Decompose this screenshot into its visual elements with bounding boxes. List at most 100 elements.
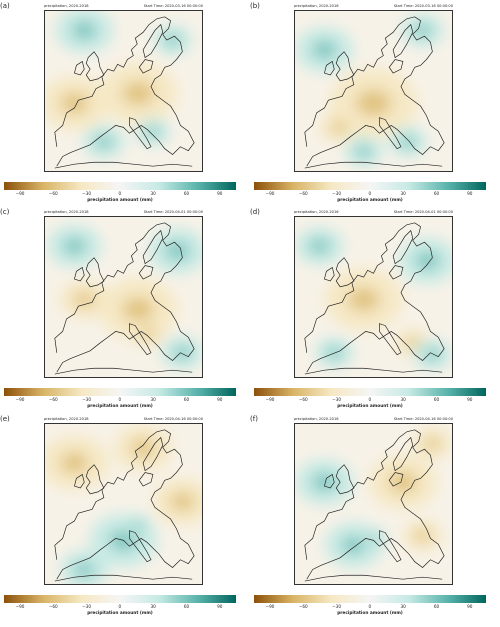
- dry-anomaly-core: [60, 452, 89, 473]
- wet-anomaly-core: [95, 135, 113, 149]
- colorbar-tick-label: 90: [467, 191, 473, 196]
- italy-outline: [129, 323, 152, 356]
- colorbar: [4, 595, 236, 603]
- colorbar-tick-label: 90: [217, 191, 223, 196]
- colorbar-tick-label: 90: [467, 397, 473, 402]
- map-panel: (b) precipitation, 2020-2016 Start Time: 2…: [250, 2, 490, 207]
- scandinavia-outline: [142, 229, 164, 265]
- wet-anomaly-core: [132, 521, 145, 531]
- precipitation-map: [44, 216, 203, 378]
- colorbar-tick-label: 60: [183, 604, 190, 609]
- colorbar-tick-label: −60: [298, 604, 308, 609]
- dry-anomaly-core: [122, 297, 154, 321]
- colorbar: [4, 388, 236, 396]
- dry-anomaly-core: [131, 439, 155, 457]
- wet-anomaly-core: [72, 21, 97, 40]
- panel-variable-title: precipitation, 2020-2018: [44, 210, 89, 214]
- colorbar-tick-label: −90: [265, 604, 275, 609]
- colorbar-tick-label: −30: [332, 604, 342, 609]
- wet-anomaly-core: [145, 126, 161, 138]
- colorbar-tick-label: 60: [183, 397, 190, 402]
- dry-anomaly-core: [331, 121, 348, 134]
- dry-anomaly-core: [405, 337, 420, 349]
- colorbar-tick-label: −30: [332, 191, 342, 196]
- map-panel: (d) precipitation, 2020-2016 Start Time: 2…: [250, 208, 490, 413]
- ireland-outline: [324, 473, 335, 489]
- coastline: [304, 222, 445, 373]
- dry-anomaly-core: [140, 328, 156, 339]
- colorbar: [254, 595, 486, 603]
- wet-anomaly-core: [309, 238, 330, 254]
- uk-outline: [85, 51, 105, 82]
- wet-anomaly-core: [415, 251, 440, 270]
- colorbar-tick-label: −60: [298, 397, 308, 402]
- north-africa-coast: [304, 367, 443, 375]
- panel-variable-title: precipitation, 2020-2018: [44, 4, 89, 8]
- colorbar-tick-label: 0: [368, 397, 372, 402]
- wet-anomaly-core: [312, 41, 337, 59]
- uk-outline: [85, 464, 105, 495]
- baltic-outline: [388, 59, 404, 74]
- precipitation-map: [294, 423, 453, 585]
- colorbar-label: precipitation amount (mm): [87, 404, 153, 409]
- wet-anomaly-core: [424, 348, 441, 361]
- colorbar-tick-label: −90: [265, 397, 275, 402]
- colorbar-tick-label: −30: [332, 397, 342, 402]
- colorbar-tick-label: 60: [183, 191, 190, 196]
- panel-variable-title: precipitation, 2020-2018: [44, 417, 89, 421]
- coastline: [54, 222, 195, 373]
- colorbar-tick-label: 0: [118, 604, 122, 609]
- colorbar-tick-label: 60: [433, 397, 440, 402]
- scandinavia-outline: [142, 23, 164, 59]
- precipitation-map: [44, 10, 203, 172]
- wet-anomaly-core: [312, 473, 337, 491]
- north-africa-coast: [54, 161, 193, 169]
- dry-anomaly-core: [347, 287, 380, 312]
- baltic-outline: [388, 265, 404, 280]
- wet-anomaly-core: [368, 534, 379, 543]
- panel-start-time: Start Time: 2020-04-16 00:00:00: [393, 417, 453, 421]
- colorbar-tick-label: −90: [15, 397, 25, 402]
- panel-start-time: Start Time: 2020-04-01 00:00:00: [393, 210, 453, 214]
- wet-anomaly-core: [355, 145, 372, 158]
- panel-label: (f): [250, 415, 258, 423]
- uk-outline: [335, 464, 355, 495]
- ireland-outline: [324, 266, 335, 282]
- precipitation-map: [294, 216, 453, 378]
- ireland-outline: [74, 473, 85, 489]
- colorbar: [4, 182, 236, 190]
- wet-anomaly-core: [413, 23, 432, 37]
- panel-label: (a): [0, 2, 10, 10]
- panel-label: (e): [0, 415, 10, 423]
- panel-start-time: Start Time: 2020-03-16 00:00:00: [393, 4, 453, 8]
- scandinavia-outline: [142, 436, 164, 472]
- colorbar-tick-label: −60: [48, 191, 58, 196]
- colorbar-tick-label: 0: [118, 191, 122, 196]
- uk-outline: [335, 257, 355, 288]
- ireland-outline: [324, 60, 335, 76]
- panel-start-time: Start Time: 2020-03-16 00:00:00: [143, 4, 203, 8]
- colorbar-tick-label: 60: [433, 191, 440, 196]
- colorbar-label: precipitation amount (mm): [337, 404, 403, 409]
- scandinavia-outline: [392, 229, 414, 265]
- colorbar-tick-label: −30: [82, 604, 92, 609]
- panel-variable-title: precipitation, 2020-2016: [294, 4, 339, 8]
- colorbar-tick-label: 0: [368, 191, 372, 196]
- ireland-outline: [74, 266, 85, 282]
- baltic-outline: [138, 265, 154, 280]
- map-panel: (f) precipitation, 2020-2016 Start Time: 2…: [250, 415, 490, 620]
- baltic-outline: [138, 472, 154, 487]
- wet-anomaly-core: [342, 536, 366, 554]
- dry-anomaly-core: [414, 529, 431, 542]
- coastline: [54, 16, 195, 167]
- colorbar-tick-label: 30: [150, 191, 156, 196]
- coastline: [54, 429, 195, 580]
- italy-outline: [379, 530, 402, 563]
- dry-anomaly-core: [389, 472, 417, 493]
- wet-anomaly-core: [165, 242, 190, 260]
- panel-label: (c): [0, 208, 10, 216]
- colorbar-tick-label: 90: [217, 397, 223, 402]
- north-africa-coast: [54, 367, 193, 375]
- panel-label: (b): [250, 2, 260, 10]
- colorbar-tick-label: −60: [298, 191, 308, 196]
